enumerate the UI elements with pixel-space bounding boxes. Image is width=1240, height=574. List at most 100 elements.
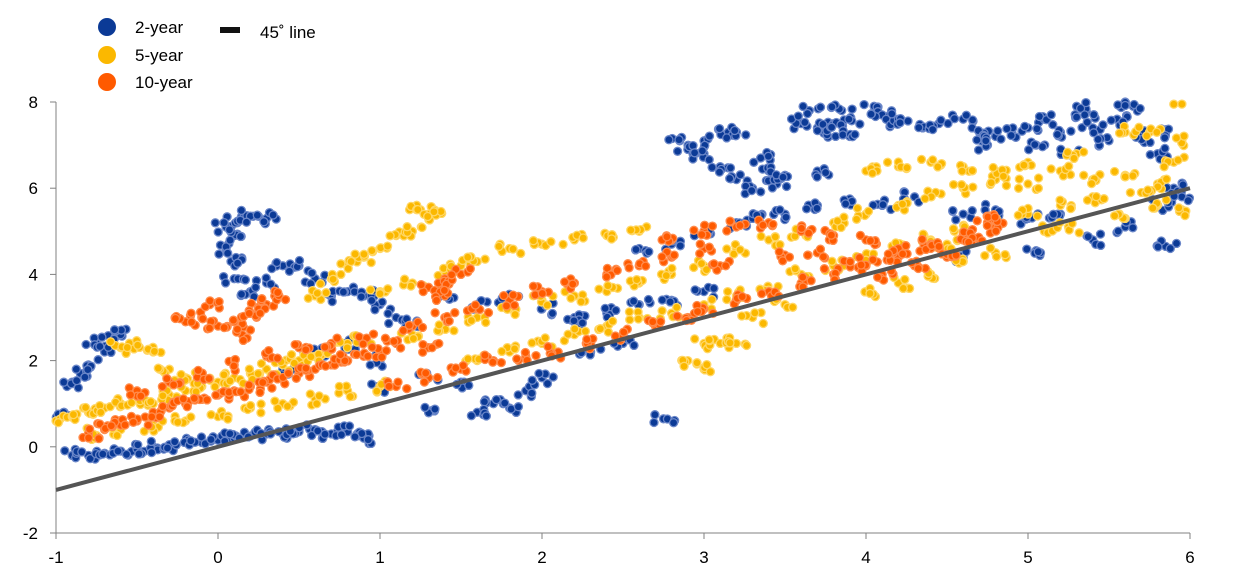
data-point — [558, 239, 568, 250]
data-point — [973, 145, 984, 155]
data-point — [431, 295, 442, 306]
data-point — [306, 352, 316, 362]
data-point — [943, 118, 953, 129]
data-point — [463, 252, 473, 262]
x-tick-label: 3 — [699, 548, 708, 567]
data-point — [106, 421, 116, 431]
data-point — [423, 211, 433, 222]
data-point — [488, 357, 498, 367]
data-point — [867, 168, 878, 178]
data-point — [85, 453, 95, 464]
data-point — [1069, 153, 1079, 164]
data-point — [866, 109, 876, 119]
data-point — [722, 244, 732, 254]
data-point — [427, 343, 437, 353]
data-point — [303, 293, 313, 303]
data-point — [176, 369, 186, 380]
data-point — [606, 234, 617, 244]
data-point — [951, 215, 961, 225]
data-point — [832, 216, 843, 226]
data-point — [540, 333, 550, 343]
data-point — [900, 274, 910, 285]
data-point — [1161, 174, 1172, 184]
reference-line-45 — [55, 186, 1191, 492]
data-point — [897, 199, 908, 209]
data-point — [232, 324, 243, 334]
data-point — [1082, 117, 1092, 127]
data-point — [270, 396, 280, 406]
x-tick-label: 0 — [213, 548, 222, 567]
data-point — [689, 148, 700, 158]
data-point — [972, 216, 982, 226]
data-point — [967, 115, 978, 125]
data-point — [756, 231, 766, 242]
data-point — [204, 323, 215, 333]
data-point — [1052, 129, 1063, 140]
data-point — [1062, 147, 1073, 157]
data-point — [1075, 103, 1086, 114]
data-point — [949, 114, 960, 124]
data-point — [878, 200, 888, 210]
data-point — [136, 391, 146, 401]
y-tick-label: 2 — [29, 352, 38, 371]
data-point — [788, 302, 798, 312]
data-point — [542, 378, 553, 389]
data-point — [214, 297, 224, 307]
data-point — [338, 287, 349, 297]
data-point — [601, 272, 612, 282]
data-point — [381, 345, 391, 356]
data-point — [721, 261, 731, 271]
data-point — [335, 349, 346, 360]
data-point — [268, 210, 278, 220]
data-point — [450, 308, 460, 318]
data-point — [430, 404, 440, 414]
x-tick-label: 4 — [861, 548, 870, 567]
data-point — [81, 339, 91, 350]
x-tick-label: 6 — [1185, 548, 1194, 567]
data-point — [1114, 128, 1125, 138]
data-point — [812, 172, 822, 182]
data-point — [1066, 126, 1076, 136]
legend-label: 10-year — [135, 73, 193, 92]
data-point — [214, 249, 224, 259]
data-point — [595, 324, 605, 334]
data-point — [363, 435, 373, 445]
data-point — [1024, 145, 1034, 155]
data-point — [105, 337, 116, 347]
data-point — [244, 364, 255, 374]
data-point — [219, 322, 229, 333]
data-point — [1037, 142, 1048, 152]
data-point — [709, 259, 719, 269]
data-point — [223, 414, 233, 424]
data-point — [417, 322, 428, 333]
data-point — [413, 204, 423, 215]
data-point — [53, 418, 63, 428]
data-point — [1002, 124, 1012, 134]
data-point — [798, 272, 808, 282]
data-point — [128, 417, 138, 427]
data-point — [466, 315, 477, 326]
data-point — [480, 254, 490, 264]
data-point — [147, 412, 157, 422]
data-point — [730, 125, 740, 136]
data-point — [582, 334, 592, 345]
data-point — [84, 424, 95, 434]
data-point — [624, 307, 635, 317]
data-point — [531, 350, 541, 361]
data-point — [80, 402, 91, 413]
data-point — [162, 373, 172, 384]
data-point — [1046, 110, 1056, 120]
data-point — [980, 250, 990, 261]
data-point — [542, 300, 552, 310]
data-point — [661, 270, 671, 281]
data-point — [566, 293, 576, 303]
data-point — [1013, 210, 1023, 220]
data-point — [781, 212, 791, 222]
data-point — [480, 350, 490, 360]
data-point — [206, 434, 216, 445]
data-point — [272, 257, 282, 268]
legend-label: 5-year — [135, 46, 184, 65]
data-point — [920, 193, 930, 204]
data-point — [619, 327, 629, 337]
data-point — [689, 225, 699, 235]
